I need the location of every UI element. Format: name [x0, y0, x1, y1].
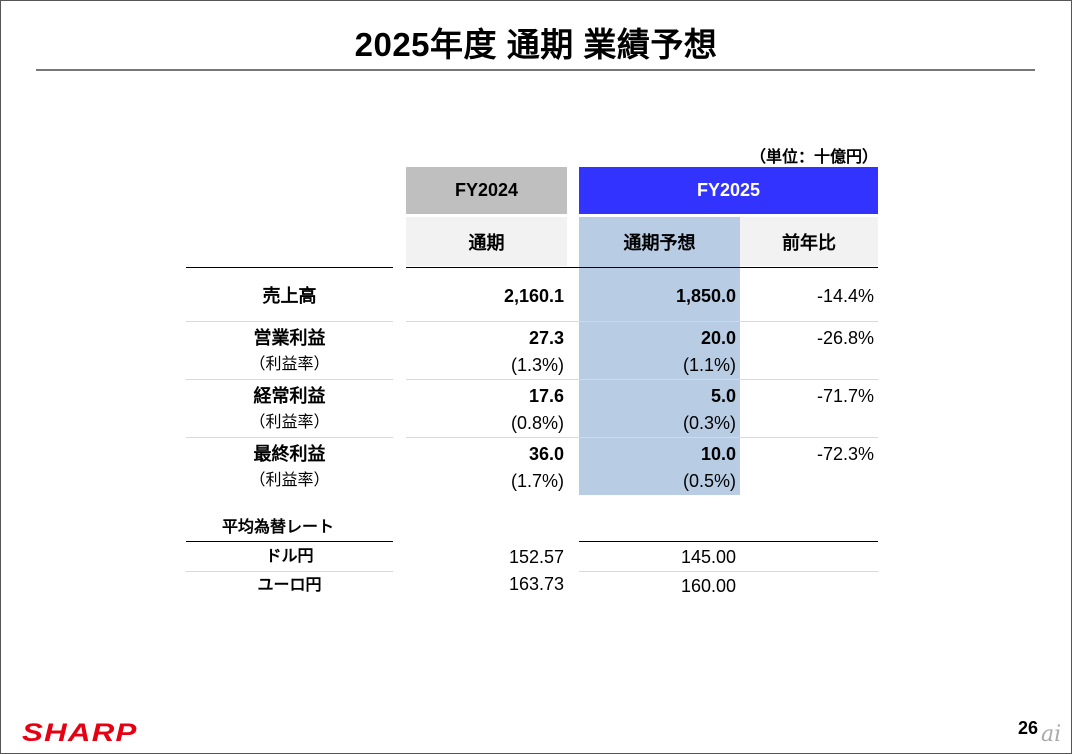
- fx-label-usd-jpy: ドル円: [265, 548, 314, 565]
- net-margin-fy2025: (0.5%): [682, 471, 736, 491]
- header-rule: [406, 267, 878, 268]
- row-divider: [406, 437, 878, 438]
- fx-section-label: 平均為替レート: [222, 519, 335, 536]
- fx-label-eur-jpy: ユーロ円: [257, 577, 322, 594]
- row-label-net-profit: 最終利益: [253, 444, 326, 464]
- fx-divider: [579, 571, 878, 572]
- net-sales-yoy: -14.4%: [816, 286, 874, 306]
- eur-jpy-fy2024: 163.73: [508, 574, 564, 594]
- header-fy2025: FY2025: [579, 167, 878, 214]
- fx-divider: [186, 571, 393, 572]
- page-number: 26: [1018, 718, 1039, 738]
- watermark-logo: ai: [1041, 722, 1062, 747]
- eur-jpy-fy2025: 160.00: [680, 576, 736, 596]
- forecast-column-highlight: [579, 266, 740, 495]
- usd-jpy-fy2025: 145.00: [680, 547, 736, 567]
- net-profit-yoy: -72.3%: [816, 444, 874, 464]
- row-label-margin: （利益率）: [249, 356, 330, 373]
- fx-rule: [186, 541, 393, 542]
- title-divider: [36, 69, 1035, 71]
- row-label-margin: （利益率）: [249, 472, 330, 489]
- row-label-margin: （利益率）: [249, 414, 330, 431]
- operating-profit-fy2024: 27.3: [528, 328, 564, 348]
- usd-jpy-fy2024: 152.57: [508, 547, 564, 567]
- ordinary-margin-fy2025: (0.3%): [682, 413, 736, 433]
- row-divider: [186, 437, 393, 438]
- subheader-fy2025-forecast: 通期予想: [579, 217, 740, 266]
- header-fy2024: FY2024: [406, 167, 567, 214]
- net-profit-fy2024: 36.0: [528, 444, 564, 464]
- row-divider: [186, 321, 393, 322]
- net-sales-fy2025: 1,850.0: [675, 286, 736, 306]
- slide-title: 2025年度 通期 業績予想: [354, 26, 718, 63]
- ordinary-profit-fy2025: 5.0: [710, 386, 736, 406]
- net-sales-fy2024: 2,160.1: [503, 286, 564, 306]
- ordinary-profit-fy2024: 17.6: [528, 386, 564, 406]
- unit-note: （単位：十億円）: [749, 149, 878, 166]
- net-margin-fy2024: (1.7%): [510, 471, 564, 491]
- net-profit-fy2025: 10.0: [700, 444, 736, 464]
- operating-margin-fy2024: (1.3%): [510, 355, 564, 375]
- row-divider: [406, 321, 878, 322]
- row-divider: [186, 379, 393, 380]
- row-label-net-sales: 売上高: [262, 286, 317, 306]
- operating-profit-yoy: -26.8%: [816, 328, 874, 348]
- subheader-yoy: 前年比: [740, 217, 878, 266]
- row-divider: [406, 379, 878, 380]
- header-rule: [186, 267, 393, 268]
- ordinary-margin-fy2024: (0.8%): [510, 413, 564, 433]
- ordinary-profit-yoy: -71.7%: [816, 386, 874, 406]
- fx-rule: [579, 541, 878, 542]
- row-label-operating-profit: 営業利益: [253, 328, 326, 348]
- operating-margin-fy2025: (1.1%): [682, 355, 736, 375]
- row-label-ordinary-profit: 経常利益: [253, 386, 326, 406]
- sharp-logo: SHARP: [22, 719, 138, 747]
- operating-profit-fy2025: 20.0: [700, 328, 736, 348]
- subheader-fy2024-full-year: 通期: [406, 217, 567, 266]
